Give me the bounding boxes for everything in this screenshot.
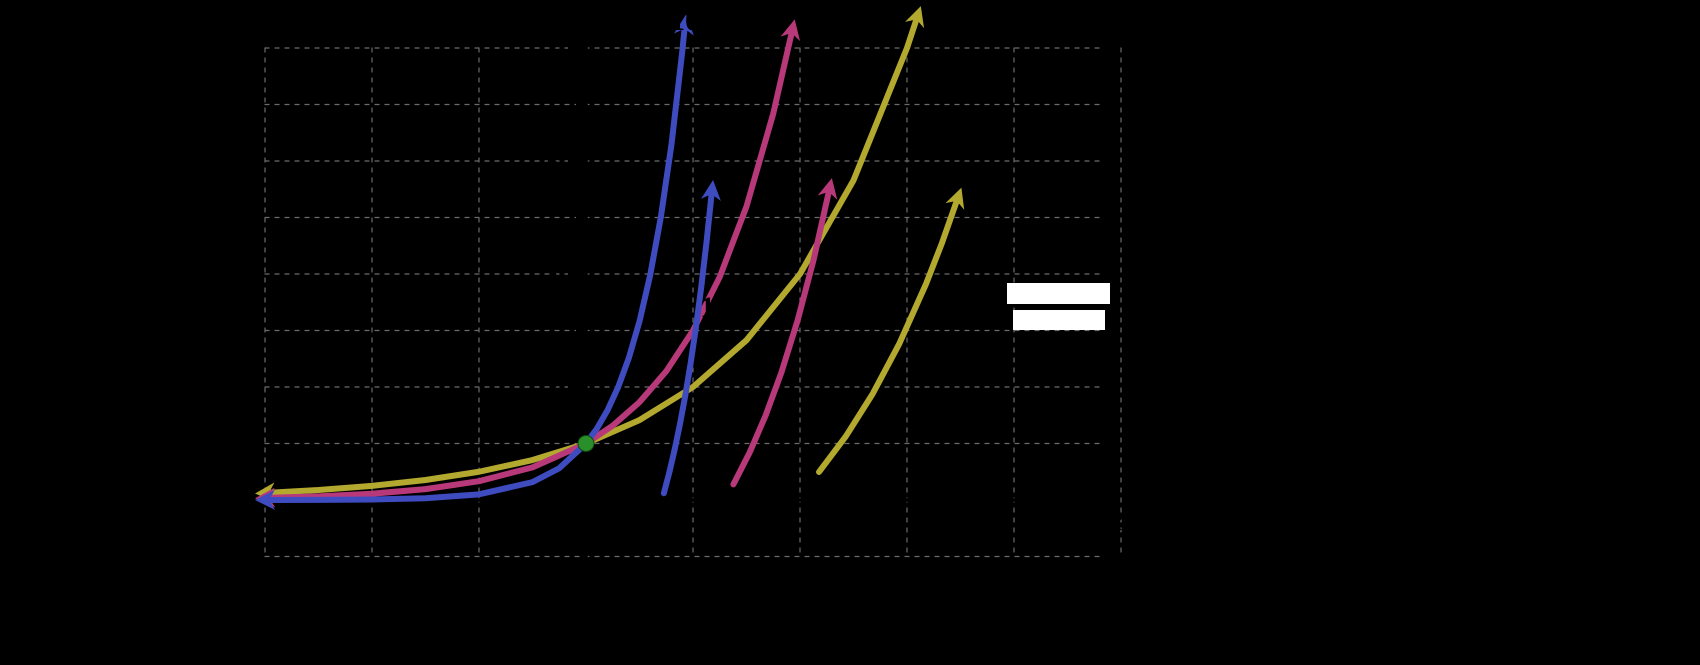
y-tick-label-2: 2 — [547, 375, 558, 400]
intercept-point — [578, 436, 594, 452]
inset-curve-2x_inset — [819, 197, 958, 472]
curve-3x — [265, 29, 793, 498]
white-strip-0 — [1007, 283, 1110, 304]
chart-wrap: 2468yx2x3x10x(0,1)2x3x10x — [0, 0, 1700, 665]
y-axis-label: y — [601, 10, 617, 41]
curve-label-3x: 3x — [840, 4, 865, 38]
x-axis-label: x — [1108, 506, 1123, 537]
chart-svg: 2468yx2x3x10x(0,1)2x3x10x — [0, 0, 1700, 665]
inset-curve-label-10x_inset: 10x — [700, 291, 740, 325]
y-tick-label-6: 6 — [547, 149, 558, 174]
grid — [265, 48, 1121, 557]
main-plot: 2 4 6 8 y x 2x 3x 10x (0,1) — [260, 4, 1123, 560]
y-tick-label-4: 4 — [547, 262, 558, 287]
curve-label-10x: 10x — [670, 4, 710, 38]
y-tick-label-8: 8 — [547, 36, 558, 61]
white-strip-1 — [1013, 310, 1105, 330]
curve-label-2x: 2x — [1000, 4, 1025, 38]
inset-plot: 2x3x10x — [664, 188, 1045, 493]
intercept-point-label: (0,1) — [470, 352, 520, 381]
inset-curve-label-3x_inset: 3x — [855, 291, 880, 325]
curve-2x — [265, 16, 918, 493]
